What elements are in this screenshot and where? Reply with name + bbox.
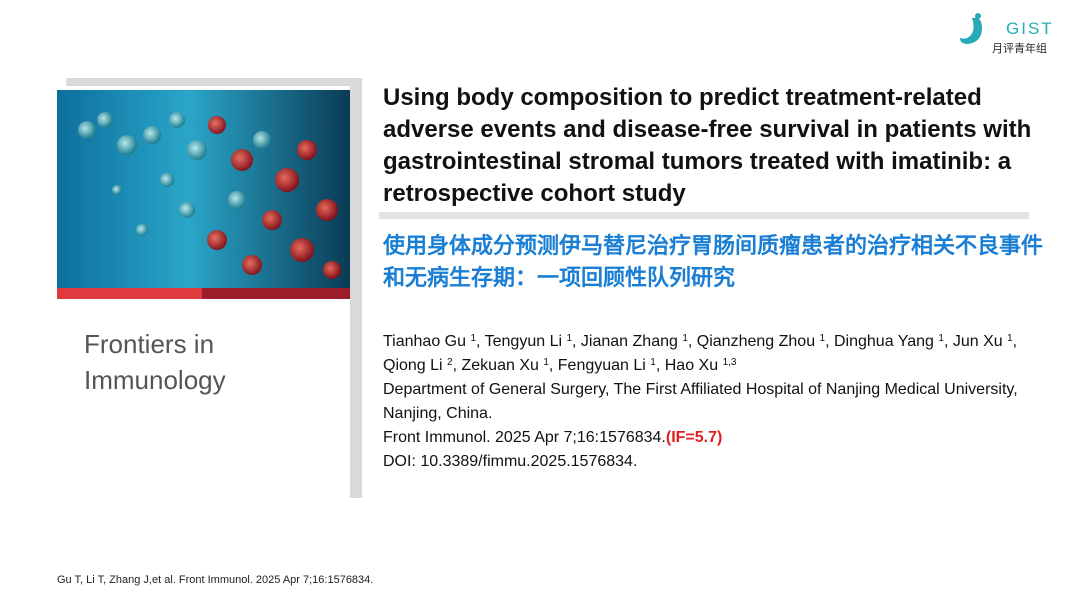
panel-border: [350, 78, 362, 498]
author-affiliation: 1: [543, 357, 549, 368]
author-affiliation: 1: [650, 357, 656, 368]
author-name: , Hao Xu: [655, 357, 723, 374]
author-affiliation: 1: [682, 333, 688, 344]
author-name: , Fengyuan Li: [548, 357, 651, 374]
author-name: , Jun Xu: [943, 333, 1008, 350]
logo-subtitle: 月评青年组: [992, 41, 1047, 55]
article-meta: Tianhao Gu 1, Tengyun Li 1, Jianan Zhang…: [383, 330, 1023, 474]
author-affiliation: 1: [819, 333, 826, 344]
author-affiliation: 1,3: [722, 357, 737, 368]
author-name: , Zekuan Xu: [452, 357, 544, 374]
doi: DOI: 10.3389/fimmu.2025.1576834.: [383, 453, 638, 470]
journal-line: Frontiers in: [84, 329, 215, 359]
title-chinese: 使用身体成分预测伊马替尼治疗胃肠间质瘤患者的治疗相关不良事件和无病生存期：一项回…: [383, 233, 1044, 290]
author-affiliation: 1: [1007, 333, 1013, 344]
logo: GIST 月评青年组: [960, 13, 1054, 55]
citation-text: Front Immunol. 2025 Apr 7;16:1576834.: [383, 429, 666, 446]
journal-line: Immunology: [84, 365, 226, 395]
author-name: , Qiong Li: [383, 333, 1018, 374]
panel-border: [66, 78, 362, 86]
author-name: Tianhao Gu: [383, 333, 471, 350]
logo-brand: GIST: [1006, 19, 1054, 38]
author-affiliation: 1: [566, 333, 573, 344]
author-affiliation: 2: [447, 357, 453, 368]
title-english: Using body composition to predict treatm…: [383, 84, 1032, 207]
author-name: , Dinghua Yang: [825, 333, 939, 350]
author-name: , Qianzheng Zhou: [687, 333, 820, 350]
author-name: , Jianan Zhang: [572, 333, 683, 350]
footer-citation: Gu T, Li T, Zhang J,et al. Front Immunol…: [57, 574, 374, 586]
impact-factor: (IF=5.7): [665, 429, 723, 446]
author-affiliation: 1: [470, 333, 477, 344]
citation: Front Immunol. 2025 Apr 7;16:1576834.(IF…: [383, 426, 1023, 450]
author-name: , Tengyun Li: [476, 333, 567, 350]
divider: [379, 212, 1029, 219]
author-affiliation: 1: [938, 333, 944, 344]
affiliation: Department of General Surgery, The First…: [383, 381, 1018, 422]
journal-name: Frontiers in Immunology: [84, 326, 226, 398]
authors: Tianhao Gu 1, Tengyun Li 1, Jianan Zhang…: [383, 330, 1023, 378]
cover-image: [57, 90, 350, 299]
